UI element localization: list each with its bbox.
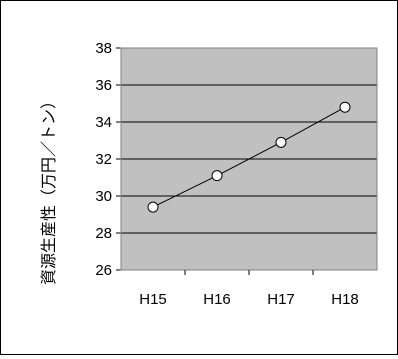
data-point — [339, 101, 351, 113]
x-tick-label: H16 — [203, 291, 231, 308]
y-tick-label: 26 — [95, 262, 112, 279]
x-tick-label: H18 — [331, 291, 359, 308]
y-tick-label: 38 — [95, 40, 112, 57]
data-point — [147, 201, 159, 213]
data-point — [275, 136, 287, 148]
x-tick-labels: H15 H16 H17 H18 — [139, 291, 359, 308]
y-tick-label: 32 — [95, 151, 112, 168]
y-tick-label: 36 — [95, 77, 112, 94]
x-tick-label: H15 — [139, 291, 167, 308]
axes — [120, 47, 378, 275]
y-tick-label: 30 — [95, 188, 112, 205]
y-tick-labels: 26 28 30 32 34 36 38 — [95, 40, 112, 279]
y-tick-label: 28 — [95, 225, 112, 242]
series-markers — [147, 101, 351, 213]
line-chart: 26 28 30 32 34 36 38 H15 H16 H17 H18 — [95, 40, 378, 308]
y-axis-label: 資源生産性（万円／トン） — [39, 92, 58, 286]
data-point — [211, 170, 223, 182]
y-tick-label: 34 — [95, 114, 112, 131]
series-line — [152, 106, 346, 208]
x-tick-label: H17 — [267, 291, 295, 308]
